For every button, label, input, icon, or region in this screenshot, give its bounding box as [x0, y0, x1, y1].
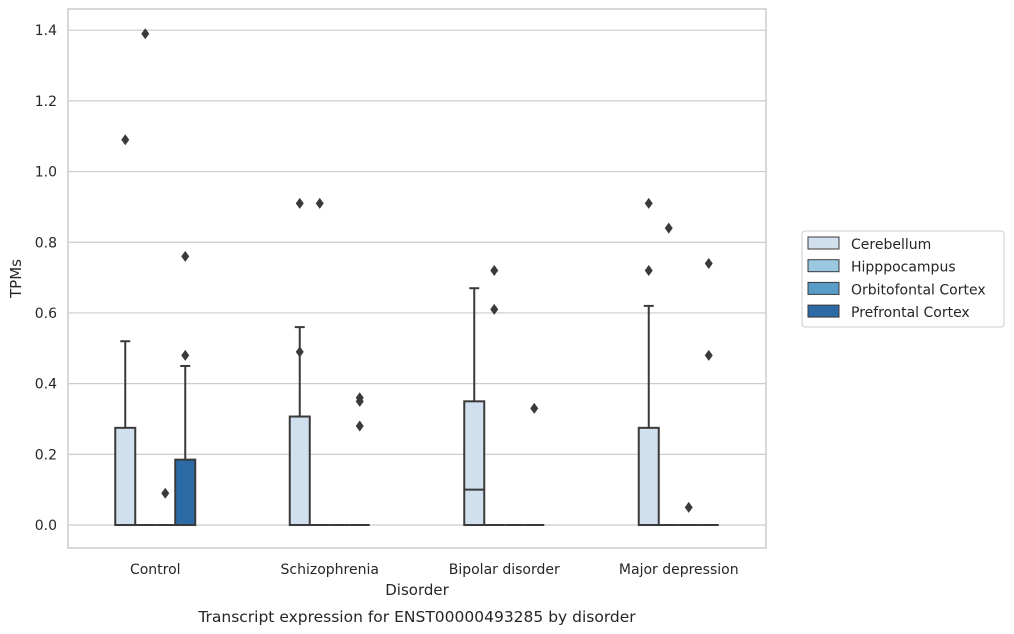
outlier-point	[644, 197, 653, 209]
chart-title: Transcript expression for ENST0000049328…	[197, 608, 636, 626]
x-tick-label: Major depression	[619, 562, 739, 578]
outlier-point	[295, 197, 304, 209]
outlier-point	[490, 265, 499, 277]
y-tick-label: 1.2	[35, 94, 57, 110]
x-tick-label: Control	[130, 562, 181, 578]
x-axis-label: Disorder	[385, 581, 449, 599]
legend-label: Hipppocampus	[851, 260, 956, 276]
x-tick-label: Bipolar disorder	[449, 562, 560, 578]
outlier-point	[490, 303, 499, 315]
y-tick-label: 0.6	[35, 306, 57, 322]
outlier-point	[530, 402, 539, 414]
legend-label: Cerebellum	[851, 237, 931, 253]
y-tick-label: 1.0	[35, 165, 57, 181]
outlier-point	[181, 349, 190, 361]
outlier-point	[704, 349, 713, 361]
outlier-points	[121, 28, 713, 513]
legend-label: Prefrontal Cortex	[851, 305, 970, 321]
outlier-point	[644, 265, 653, 277]
y-tick-label: 0.2	[35, 447, 57, 463]
grid-lines	[68, 29, 766, 526]
legend-item: Hipppocampus	[807, 259, 956, 276]
outlier-point	[355, 395, 364, 407]
x-tick-label: Schizophrenia	[281, 562, 379, 578]
box-series	[114, 287, 719, 527]
outlier-point	[664, 222, 673, 234]
box-cerebellum	[288, 326, 311, 527]
y-tick-label: 0.0	[35, 518, 57, 534]
y-axis-label: TPMs	[7, 259, 25, 299]
legend-swatch	[807, 259, 840, 273]
legend-item: Orbitofontal Cortex	[807, 281, 986, 298]
box-body	[174, 458, 197, 527]
outlier-point	[181, 250, 190, 262]
legend-item: Cerebellum	[807, 236, 931, 253]
box-cerebellum	[637, 304, 660, 527]
y-tick-label: 0.8	[35, 235, 57, 251]
outlier-point	[295, 346, 304, 358]
box-cerebellum	[114, 340, 137, 527]
outlier-point	[141, 28, 150, 40]
box-body	[637, 426, 660, 527]
outlier-point	[704, 257, 713, 269]
y-axis-ticks: 0.0 0.2 0.4 0.6 0.8 1.0 1.2 1.4	[35, 23, 57, 534]
outlier-point	[684, 501, 693, 513]
legend-frame	[801, 230, 1005, 328]
legend-swatch	[807, 281, 840, 295]
legend-label: Orbitofontal Cortex	[851, 282, 986, 298]
outlier-point	[161, 487, 170, 499]
legend-swatch	[807, 304, 840, 318]
box-body	[114, 426, 137, 527]
outlier-point	[355, 420, 364, 432]
plot-frame	[67, 8, 767, 549]
y-tick-label: 1.4	[35, 23, 57, 39]
box-prefrontal-cortex	[174, 364, 197, 527]
legend-swatch	[807, 236, 840, 250]
y-tick-label: 0.4	[35, 377, 57, 393]
outlier-point	[121, 134, 130, 146]
box-body	[463, 400, 486, 527]
legend-item: Prefrontal Cortex	[807, 304, 970, 321]
box-cerebellum	[463, 287, 486, 527]
x-axis-ticks: Control Schizophrenia Bipolar disorder Majo…	[130, 562, 739, 578]
legend: Cerebellum Hipppocampus Orbitofontal Corte…	[801, 230, 1005, 328]
box-body	[288, 415, 311, 527]
outlier-point	[315, 197, 324, 209]
